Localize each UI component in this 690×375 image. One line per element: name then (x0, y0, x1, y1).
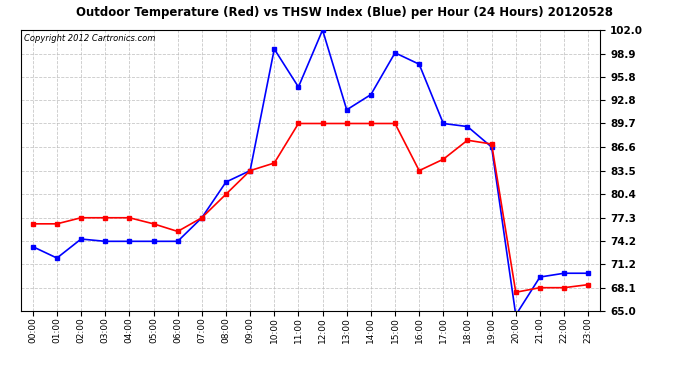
Text: Copyright 2012 Cartronics.com: Copyright 2012 Cartronics.com (23, 34, 155, 43)
Text: Outdoor Temperature (Red) vs THSW Index (Blue) per Hour (24 Hours) 20120528: Outdoor Temperature (Red) vs THSW Index … (77, 6, 613, 19)
